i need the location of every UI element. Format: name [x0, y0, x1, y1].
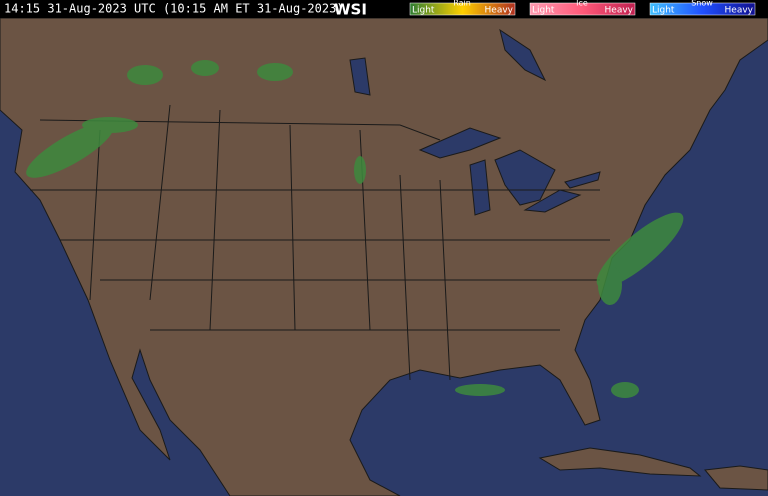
legend-heavy: Heavy	[725, 6, 754, 16]
legend-swatch	[649, 2, 756, 16]
legend-swatch	[409, 2, 516, 16]
legend-light: Light	[412, 6, 435, 16]
timestamp: 14:15 31-Aug-2023 UTC (10:15 AM ET 31-Au…	[4, 2, 344, 16]
legend-heavy: Heavy	[485, 6, 514, 16]
legend-type: Ice	[576, 0, 588, 8]
legend-light: Light	[652, 6, 675, 16]
borders	[30, 104, 610, 381]
legend-heavy: Heavy	[605, 6, 634, 16]
legend: Light Heavy Rain Light Heavy Ice Light Heavy Sno…	[409, 0, 756, 16]
cuba	[538, 447, 702, 477]
legend-swatch	[529, 2, 636, 16]
legend-light: Light	[532, 6, 555, 16]
legend-type: Snow	[691, 0, 713, 8]
logo: WSI	[334, 1, 367, 19]
great-lakes	[349, 28, 601, 216]
radar-echoes	[26, 60, 684, 398]
hispaniola	[704, 465, 768, 491]
legend-type: Rain	[453, 0, 471, 8]
land	[0, 17, 768, 496]
